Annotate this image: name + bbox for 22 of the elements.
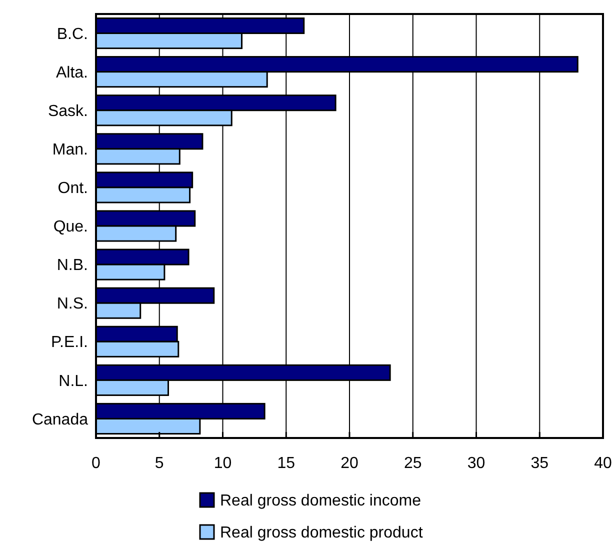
x-tick-label: 25 [404,455,422,472]
x-tick-label: 0 [92,455,101,472]
y-tick-label: N.B. [56,257,88,274]
x-tick-label: 30 [467,455,486,472]
legend-label: Real gross domestic income [220,492,422,510]
x-tick-label: 5 [154,455,164,472]
y-tick-label: Ont. [58,180,88,198]
x-tick-label: 15 [277,455,296,472]
x-tick-label: 20 [340,455,358,472]
x-tick-label: 10 [214,455,232,472]
y-tick-label: Canada [32,411,88,428]
x-tick-label: 35 [530,455,549,472]
y-tick-label: Man. [52,142,88,159]
y-tick-label: Que. [53,218,88,236]
y-tick-label: B.C. [56,26,88,43]
x-tick-label: 40 [594,455,612,472]
y-tick-label: Sask. [48,102,88,120]
y-tick-label: P.E.I. [50,334,88,352]
y-tick-label: N.L. [58,372,88,390]
legend-label: Real gross domestic product [220,524,424,542]
y-tick-label: Alta. [56,64,88,82]
y-tick-label: N.S. [56,296,88,313]
